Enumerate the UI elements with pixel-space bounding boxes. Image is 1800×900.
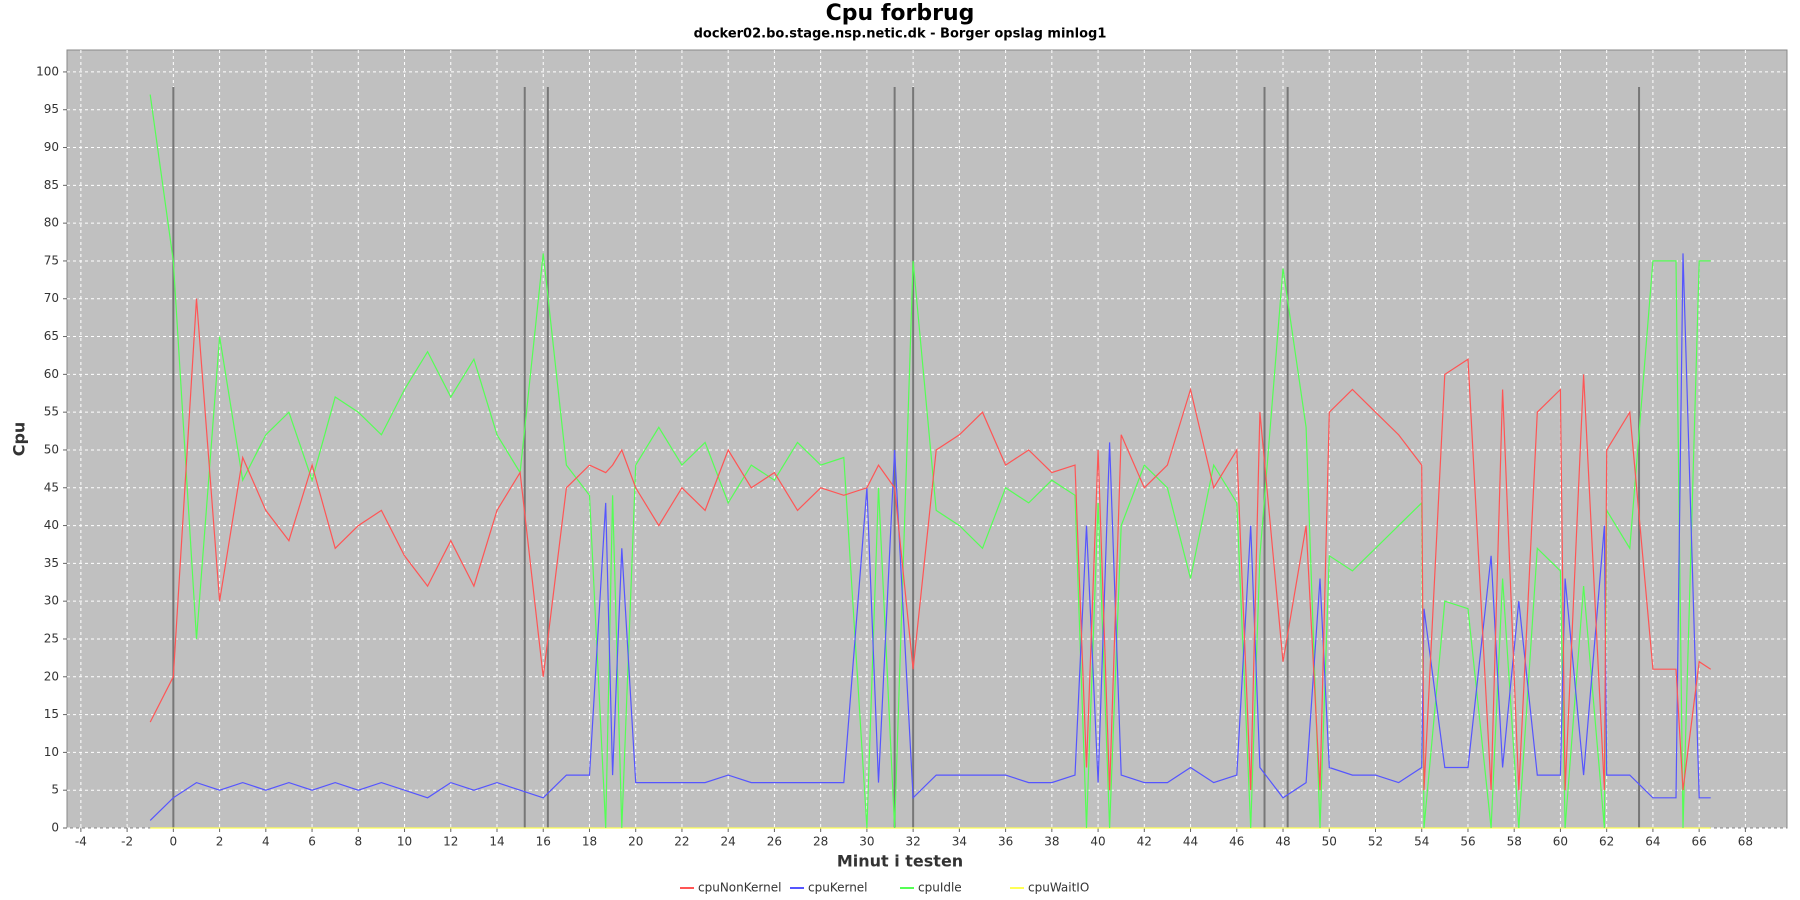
- x-tick-label: 14: [489, 835, 504, 849]
- x-tick-label: 6: [308, 835, 316, 849]
- x-tick-label: 66: [1692, 835, 1707, 849]
- x-tick-label: 40: [1090, 835, 1105, 849]
- legend-label: cpuKernel: [808, 881, 868, 895]
- series-line: [149, 298, 1712, 791]
- x-tick-label: 10: [397, 835, 412, 849]
- x-tick-label: 68: [1738, 835, 1753, 849]
- x-tick-label: 16: [536, 835, 551, 849]
- x-tick-label: 18: [582, 835, 597, 849]
- y-tick-label: 10: [44, 745, 59, 759]
- x-tick-label: 44: [1183, 835, 1198, 849]
- x-tick-label: -4: [75, 835, 87, 849]
- y-tick-label: 30: [44, 594, 59, 608]
- x-tick-label: 52: [1368, 835, 1383, 849]
- y-tick-label: 85: [44, 178, 59, 192]
- y-tick-label: 95: [44, 102, 59, 116]
- x-axis-title: Minut i testen: [837, 852, 963, 871]
- x-tick-label: 54: [1414, 835, 1429, 849]
- x-tick-label: 26: [767, 835, 782, 849]
- y-tick-label: 15: [44, 707, 59, 721]
- x-tick-label: 58: [1507, 835, 1522, 849]
- y-tick-label: 65: [44, 329, 59, 343]
- y-tick-label: 0: [51, 821, 59, 835]
- x-tick-label: 60: [1553, 835, 1568, 849]
- x-tick-label: -2: [121, 835, 133, 849]
- legend-label: cpuWaitIO: [1028, 881, 1089, 895]
- x-tick-label: 12: [443, 835, 458, 849]
- x-tick-label: 64: [1645, 835, 1660, 849]
- x-tick-label: 56: [1460, 835, 1475, 849]
- x-tick-label: 42: [1137, 835, 1152, 849]
- y-tick-label: 55: [44, 405, 59, 419]
- x-tick-label: 50: [1322, 835, 1337, 849]
- x-tick-label: 36: [998, 835, 1013, 849]
- y-axis-title: Cpu: [10, 422, 29, 457]
- x-tick-label: 28: [813, 835, 828, 849]
- plot-area: [66, 49, 1788, 829]
- x-tick-label: 38: [1044, 835, 1059, 849]
- chart-title: Cpu forbrug: [826, 1, 975, 26]
- x-tick-label: 48: [1275, 835, 1290, 849]
- series-line: [149, 94, 1711, 829]
- y-tick-label: 50: [44, 442, 59, 456]
- y-tick-label: 40: [44, 518, 59, 532]
- y-tick-label: 90: [44, 140, 59, 154]
- y-tick-label: 25: [44, 631, 59, 645]
- x-tick-label: 20: [628, 835, 643, 849]
- y-tick-label: 60: [44, 367, 59, 381]
- y-tick-label: 80: [44, 216, 59, 230]
- x-tick-label: 30: [859, 835, 874, 849]
- y-tick-label: 45: [44, 480, 59, 494]
- x-tick-label: 22: [674, 835, 689, 849]
- y-tick-label: 100: [36, 64, 59, 78]
- y-tick-label: 75: [44, 253, 59, 267]
- chart-subtitle: docker02.bo.stage.nsp.netic.dk - Borger …: [694, 27, 1107, 42]
- y-tick-label: 35: [44, 556, 59, 570]
- x-tick-label: 4: [262, 835, 270, 849]
- x-tick-label: 32: [905, 835, 920, 849]
- x-tick-label: 46: [1229, 835, 1244, 849]
- x-tick-label: 24: [721, 835, 736, 849]
- x-tick-label: 0: [170, 835, 178, 849]
- x-tick-label: 34: [952, 835, 967, 849]
- x-tick-label: 2: [216, 835, 224, 849]
- x-tick-label: 8: [354, 835, 362, 849]
- x-tick-label: 62: [1599, 835, 1614, 849]
- y-tick-label: 70: [44, 291, 59, 305]
- y-tick-label: 5: [51, 783, 59, 797]
- legend-label: cpuIdle: [918, 881, 962, 895]
- series-line: [149, 253, 1711, 821]
- legend-label: cpuNonKernel: [698, 881, 781, 895]
- y-tick-label: 20: [44, 669, 59, 683]
